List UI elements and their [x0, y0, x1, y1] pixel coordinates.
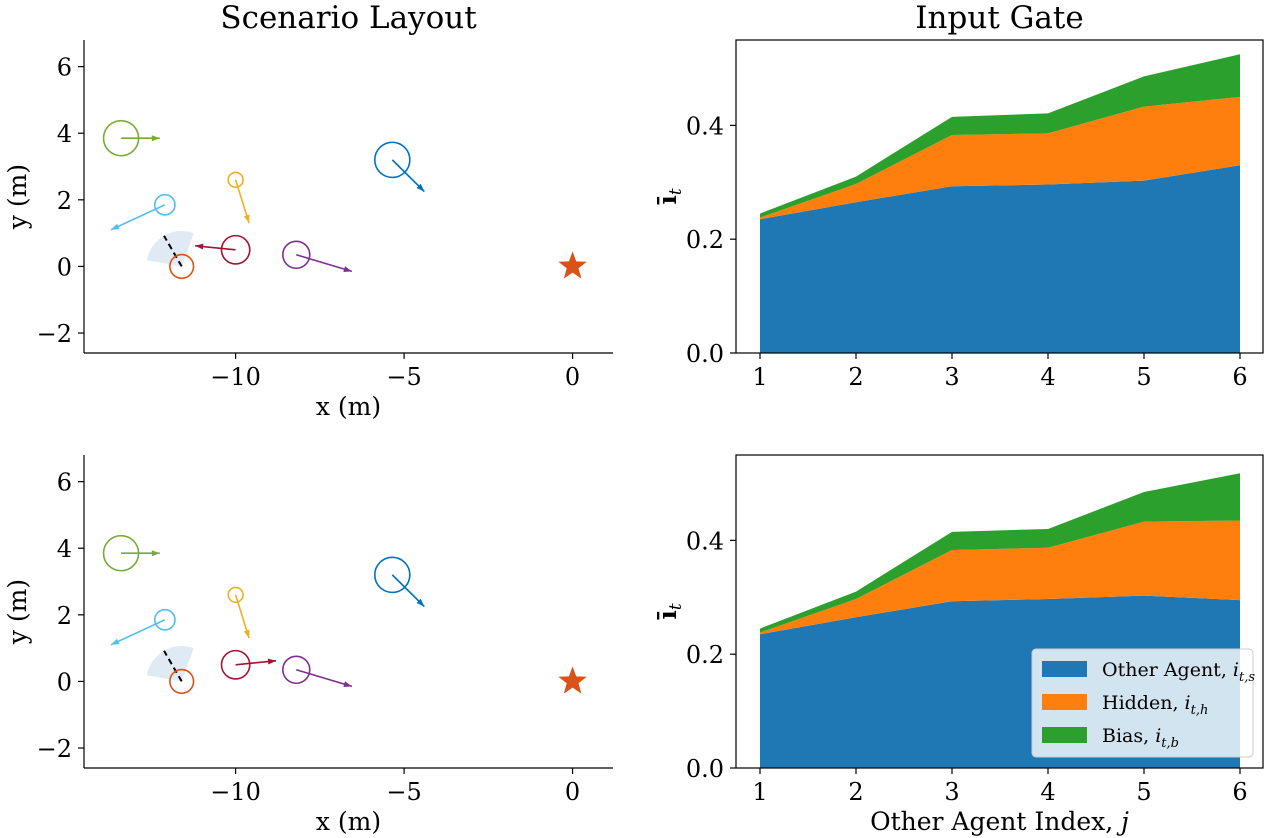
y-axis-label: īt	[653, 603, 686, 620]
y-tick-label: 0	[57, 668, 72, 696]
y-tick-label: 0.4	[686, 527, 724, 555]
agent-circle	[227, 171, 244, 189]
y-tick-label: 0.2	[686, 641, 724, 669]
agent-arrowhead	[110, 223, 120, 230]
y-axis-label: y (m)	[3, 579, 32, 645]
panel-gate-top: Input Gate 0.0 0.2 0.4 1 2 3 4 5 6 īt	[653, 0, 1264, 391]
agent-circle	[281, 240, 311, 270]
x-tick-label: 1	[752, 363, 767, 391]
area-series-2	[760, 96, 1240, 220]
agent-circle	[220, 649, 251, 680]
agent-arrowhead	[343, 681, 352, 687]
legend-swatch	[1042, 727, 1087, 743]
legend-label: Hidden, it,h	[1102, 692, 1208, 718]
ego-fov-wedge	[146, 231, 194, 267]
agent-velocity-arrow	[296, 669, 353, 688]
agent-circle	[220, 234, 251, 265]
x-tick-label: −5	[386, 778, 421, 806]
agent-arrowhead	[267, 658, 277, 665]
agent-circle	[153, 193, 176, 216]
x-tick-label: −5	[386, 363, 421, 391]
x-tick-label: −10	[210, 778, 261, 806]
x-tick-label: −10	[210, 363, 261, 391]
agent-velocity-arrow	[296, 254, 353, 273]
y-tick-label: 6	[57, 469, 72, 497]
goal-star	[558, 666, 587, 694]
x-tick-label: 4	[1040, 778, 1055, 806]
area-series-3	[760, 54, 1240, 218]
x-tick-label: 0	[565, 778, 580, 806]
agent-velocity-arrow	[110, 204, 166, 231]
chart-title: Scenario Layout	[220, 0, 477, 36]
panel-scenario-bottom: −10 −5 0 −2 0 2 4 6 x (m) y (m)	[3, 455, 613, 836]
x-tick-label: 3	[944, 778, 959, 806]
legend-label: Bias, it,b	[1102, 725, 1179, 751]
agent-arrowhead	[151, 135, 160, 142]
y-tick-label: 0.4	[686, 112, 724, 140]
y-axis-label: īt	[653, 188, 686, 205]
agent-circle	[281, 655, 311, 685]
y-tick-label: 4	[57, 120, 72, 148]
y-tick-label: 2	[57, 187, 72, 215]
agent-circle	[227, 586, 244, 604]
x-tick-label: 0	[565, 363, 580, 391]
legend-label: Other Agent, it,s	[1102, 659, 1255, 685]
y-tick-label: −2	[37, 320, 72, 348]
x-tick-label: 6	[1232, 363, 1247, 391]
x-tick-label: 2	[848, 778, 863, 806]
ego-marker	[169, 253, 195, 280]
ego-marker	[169, 668, 195, 695]
agent-arrowhead	[110, 638, 120, 645]
x-axis-label: Other Agent Index, j	[870, 807, 1129, 836]
y-tick-label: 0.0	[686, 340, 724, 368]
x-axis-label: x (m)	[316, 807, 381, 836]
x-tick-label: 1	[752, 778, 767, 806]
x-tick-label: 2	[848, 363, 863, 391]
x-tick-label: 3	[944, 363, 959, 391]
agent-arrowhead	[151, 550, 160, 557]
agent-arrowhead	[243, 629, 250, 639]
agent-circle	[373, 141, 411, 179]
ego-fov-wedge	[146, 646, 194, 682]
x-axis-label: x (m)	[316, 392, 381, 421]
y-tick-label: 0.0	[686, 755, 724, 783]
agent-velocity-arrow	[110, 619, 166, 646]
chart-title: Input Gate	[915, 0, 1083, 36]
y-tick-label: 4	[57, 535, 72, 563]
ego-heading-line	[163, 235, 183, 267]
panel-scenario-top: Scenario Layout −10 −5 0 −2 0 2 4 6 x (m) y (m)	[3, 0, 613, 421]
agent-arrowhead	[195, 243, 204, 250]
agent-circle	[153, 608, 176, 631]
x-tick-label: 5	[1136, 778, 1151, 806]
x-tick-label: 4	[1040, 363, 1055, 391]
plot-frame	[735, 39, 1264, 354]
y-tick-label: 0	[57, 253, 72, 281]
y-tick-label: −2	[37, 735, 72, 763]
plot-frame	[735, 454, 1264, 769]
y-tick-label: 2	[57, 602, 72, 630]
area-series-2	[760, 520, 1240, 635]
agent-arrowhead	[416, 598, 425, 607]
agent-arrowhead	[343, 266, 352, 272]
agent-arrowhead	[416, 183, 425, 192]
y-tick-label: 0.2	[686, 226, 724, 254]
goal-star	[558, 251, 587, 279]
panel-gate-bottom: 0.0 0.2 0.4 1 2 3 4 5 6 īt Other Agent Index, j Oth…	[653, 454, 1264, 836]
legend-box	[1031, 648, 1254, 758]
area-series-3	[760, 473, 1240, 633]
x-tick-label: 6	[1232, 778, 1247, 806]
area-series-1	[760, 165, 1240, 353]
y-axis-label: y (m)	[3, 164, 32, 230]
agent-circle	[373, 556, 411, 594]
y-tick-label: 6	[57, 54, 72, 82]
agent-arrowhead	[243, 214, 250, 224]
legend-swatch	[1042, 661, 1087, 677]
ego-heading-line	[163, 650, 183, 682]
x-tick-label: 5	[1136, 363, 1151, 391]
legend-swatch	[1042, 694, 1087, 710]
